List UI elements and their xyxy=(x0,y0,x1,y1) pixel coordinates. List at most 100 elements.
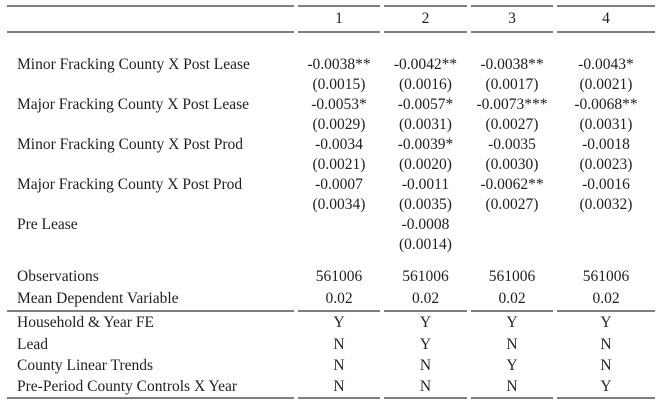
spec-value: N xyxy=(419,356,432,374)
coef-value xyxy=(298,215,380,235)
coef-value: -0.0057* xyxy=(397,96,454,114)
stats-row: Mean Dependent Variable 0.02 0.02 0.02 0.02 xyxy=(7,287,655,312)
se-value: (0.0014) xyxy=(399,236,452,254)
spec-value: Y xyxy=(557,376,655,399)
spec-value: Y xyxy=(506,356,518,374)
stat-value: 561006 xyxy=(582,267,630,285)
stat-value: 0.02 xyxy=(384,287,467,312)
se-value: (0.0032) xyxy=(579,196,633,214)
coef-value: -0.0011 xyxy=(401,176,450,194)
coef-value: -0.0008 xyxy=(401,216,450,234)
spacer-cell xyxy=(7,33,655,55)
se-label-spacer xyxy=(7,155,294,175)
spec-row: Household & Year FE Y Y Y Y xyxy=(7,312,655,334)
spec-row: Lead N Y N N xyxy=(7,334,655,355)
coef-value xyxy=(557,215,655,235)
spec-value: N xyxy=(333,335,345,353)
coef-value xyxy=(471,215,553,235)
spec-value: N xyxy=(298,376,380,399)
coef-value: -0.0018 xyxy=(582,136,630,154)
spec-value: N xyxy=(506,335,518,353)
row-label: Major Fracking County X Post Prod xyxy=(17,176,243,194)
se-value: (0.0020) xyxy=(399,156,452,174)
se-row: (0.0034) (0.0035) (0.0027) (0.0032) xyxy=(7,195,655,215)
row-label: Mean Dependent Variable xyxy=(7,287,294,312)
se-value: (0.0031) xyxy=(399,116,452,134)
coef-value: -0.0062** xyxy=(480,176,544,194)
se-value xyxy=(471,235,553,255)
se-value: (0.0021) xyxy=(312,156,366,174)
spacer-cell xyxy=(7,255,655,266)
stat-value: 0.02 xyxy=(557,287,655,312)
se-value: (0.0021) xyxy=(579,76,633,94)
column-header: 4 xyxy=(557,5,655,33)
spec-row: County Linear Trends N N Y N xyxy=(7,355,655,376)
column-header: 3 xyxy=(471,5,553,33)
spec-value: Y xyxy=(506,314,518,332)
row-label: Pre Lease xyxy=(17,216,78,234)
se-value: (0.0027) xyxy=(485,196,539,214)
spec-value: N xyxy=(600,335,612,353)
spec-row: Pre-Period County Controls X Year N N N Y xyxy=(7,376,655,399)
stat-value: 561006 xyxy=(315,267,363,285)
spacer-row xyxy=(7,255,655,266)
coef-value: -0.0038** xyxy=(307,56,371,74)
se-row: (0.0029) (0.0031) (0.0027) (0.0031) xyxy=(7,115,655,135)
coef-value: -0.0068** xyxy=(574,96,638,114)
coef-value: -0.0073*** xyxy=(476,96,548,114)
se-value: (0.0015) xyxy=(312,76,366,94)
coef-value: -0.0053* xyxy=(311,96,367,114)
spec-value: N xyxy=(471,376,553,399)
coef-value: -0.0042** xyxy=(393,56,458,74)
coef-value: -0.0043* xyxy=(578,56,634,74)
row-label: Observations xyxy=(17,267,99,285)
se-row: (0.0014) xyxy=(7,235,655,255)
se-label-spacer xyxy=(7,195,294,215)
spec-value: Y xyxy=(333,314,345,332)
stat-value: 561006 xyxy=(488,267,536,285)
coefficient-row: Major Fracking County X Post Prod -0.0007… xyxy=(7,175,655,195)
se-label-spacer xyxy=(7,235,294,255)
coef-value: -0.0007 xyxy=(315,176,363,194)
spec-value: N xyxy=(384,376,467,399)
se-value: (0.0031) xyxy=(579,116,633,134)
se-value: (0.0023) xyxy=(579,156,633,174)
coefficient-row: Major Fracking County X Post Lease -0.005… xyxy=(7,95,655,115)
se-label-spacer xyxy=(7,115,294,135)
se-label-spacer xyxy=(7,75,294,95)
row-label: Household & Year FE xyxy=(17,314,154,332)
row-label: Major Fracking County X Post Lease xyxy=(17,96,250,114)
coefficient-row: Pre Lease -0.0008 xyxy=(7,215,655,235)
row-label: Pre-Period County Controls X Year xyxy=(7,376,294,399)
coef-value: -0.0038** xyxy=(480,56,544,74)
row-label: Lead xyxy=(17,335,48,353)
spacer-row xyxy=(7,33,655,55)
stats-row: Observations 561006 561006 561006 561006 xyxy=(7,266,655,287)
se-value: (0.0029) xyxy=(312,116,366,134)
coef-value: -0.0034 xyxy=(315,136,363,154)
se-row: (0.0021) (0.0020) (0.0030) (0.0023) xyxy=(7,155,655,175)
coef-value: -0.0035 xyxy=(488,136,536,154)
stat-value: 0.02 xyxy=(471,287,553,312)
stat-value: 561006 xyxy=(402,267,449,285)
column-header: 2 xyxy=(384,5,467,33)
spec-value: N xyxy=(600,356,612,374)
se-value: (0.0017) xyxy=(485,76,539,94)
row-label: Minor Fracking County X Post Prod xyxy=(17,136,244,154)
column-header: 1 xyxy=(298,5,380,33)
spec-value: N xyxy=(333,356,345,374)
spec-value: Y xyxy=(600,314,612,332)
row-label: County Linear Trends xyxy=(17,356,154,374)
se-value: (0.0016) xyxy=(399,76,452,94)
table-body: 1 2 3 4 Minor Fracking County X Post Lease -0… xyxy=(7,5,655,399)
coef-value: -0.0039* xyxy=(397,136,454,154)
spec-value: Y xyxy=(419,314,432,332)
regression-results-table: 1 2 3 4 Minor Fracking County X Post Lease -0… xyxy=(3,5,659,399)
se-value xyxy=(557,235,655,255)
header-spacer-cell xyxy=(7,5,294,33)
se-value xyxy=(298,235,380,255)
spec-value: Y xyxy=(419,335,432,353)
se-value: (0.0035) xyxy=(399,196,452,214)
coef-value: -0.0016 xyxy=(582,176,630,194)
